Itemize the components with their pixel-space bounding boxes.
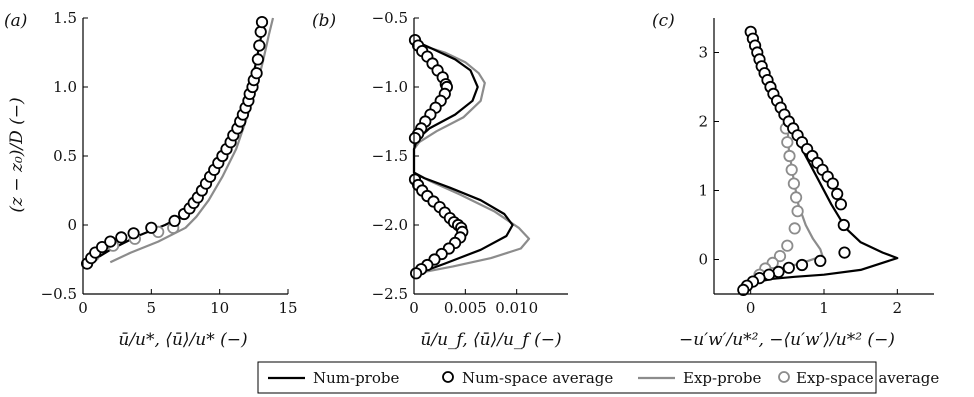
x-axis-label-a: ū/u*, ⟨ū⟩/u* (−) xyxy=(118,330,247,350)
marker-num-space-average xyxy=(814,254,827,267)
marker-exp-space-average xyxy=(785,163,798,176)
marker-exp-space-average xyxy=(781,239,794,252)
marker-num-space-average xyxy=(250,67,263,80)
marker-num-space-average xyxy=(837,218,850,232)
legend-swatch-exp-space-average xyxy=(778,371,790,383)
y-tick-label: −0.5 xyxy=(372,9,408,27)
x-tick-label: 0 xyxy=(78,299,88,317)
x-tick-label: 0 xyxy=(409,299,419,317)
panel-c: 0 1 2 0 1 2 3 xyxy=(698,18,934,317)
y-tick-label: −2.0 xyxy=(372,216,408,234)
marker-num-space-average xyxy=(782,261,795,274)
y-tick-label: 0 xyxy=(67,216,77,234)
panel-a: 0 5 10 15−0.500.51.01.5 xyxy=(41,9,298,317)
y-tick-label: −0.5 xyxy=(41,285,77,303)
panel-label-b: (b) xyxy=(312,11,336,31)
marker-num-space-average xyxy=(737,283,750,296)
y-tick-label: −2.5 xyxy=(372,285,408,303)
legend-label-num-space-average: Num-space average xyxy=(462,369,613,387)
y-tick-label: −1.5 xyxy=(372,147,408,165)
x-tick-label: 2 xyxy=(893,299,903,317)
x-axis-label-b: ū/u_f, ⟨ū⟩/u_f (−) xyxy=(420,330,561,350)
marker-num-space-average xyxy=(408,132,422,145)
panel-label-c: (c) xyxy=(652,11,675,31)
marker-num-space-average xyxy=(104,235,117,248)
x-tick-label: 10 xyxy=(210,299,229,317)
y-tick-label: 1 xyxy=(698,182,708,200)
marker-num-space-average xyxy=(168,214,181,227)
x-tick-label: 0.005 xyxy=(444,299,487,317)
marker-num-space-average xyxy=(255,16,269,29)
y-tick-label: 2 xyxy=(698,113,708,131)
x-tick-label: 15 xyxy=(278,299,297,317)
panel-b: 0 0.005 0.010 −2.5 −2.0 −1.5 −1.0 −0.5 xyxy=(372,9,568,317)
marker-exp-space-average xyxy=(791,205,804,218)
marker-num-space-average xyxy=(251,53,264,66)
panel-label-a: (a) xyxy=(4,11,27,31)
marker-exp-space-average xyxy=(783,149,796,163)
y-tick-label: 1.0 xyxy=(53,78,77,96)
x-tick-label: 5 xyxy=(147,299,157,317)
x-tick-label: 0.010 xyxy=(495,299,538,317)
marker-num-space-average xyxy=(115,231,128,244)
legend-swatch-num-space-average xyxy=(442,371,454,383)
legend: Num-probe Num-space average Exp-probe Ex… xyxy=(257,361,939,394)
x-tick-label: 1 xyxy=(819,299,829,317)
y-tick-label: −1.0 xyxy=(372,78,408,96)
marker-exp-space-average xyxy=(789,191,803,204)
marker-num-space-average xyxy=(834,198,848,211)
marker-exp-space-average xyxy=(788,222,801,235)
legend-label-exp-space-average: Exp-space average xyxy=(796,369,939,387)
marker-num-space-average xyxy=(838,246,851,259)
legend-label-exp-probe: Exp-probe xyxy=(683,369,761,387)
y-tick-label: 0 xyxy=(698,251,708,269)
y-tick-label: 3 xyxy=(698,44,708,62)
marker-num-space-average xyxy=(127,227,140,240)
legend-box xyxy=(257,361,877,394)
series-line-exp-probe xyxy=(109,17,275,264)
y-axis-label-a: (z − z₀)/D (−) xyxy=(7,97,27,212)
y-tick-label: 1.5 xyxy=(53,9,77,27)
marker-num-space-average xyxy=(831,187,844,200)
marker-num-space-average xyxy=(254,25,267,38)
marker-exp-space-average xyxy=(787,177,801,190)
marker-num-space-average xyxy=(145,221,158,234)
marker-num-space-average xyxy=(96,241,109,254)
y-tick-label: 0.5 xyxy=(53,147,77,165)
marker-exp-space-average xyxy=(781,136,794,149)
x-tick-label: 0 xyxy=(746,299,756,317)
marker-num-space-average xyxy=(409,267,423,280)
marker-num-space-average xyxy=(795,258,809,272)
legend-label-num-probe: Num-probe xyxy=(313,369,399,387)
x-axis-label-c: −u′w′/u*², −⟨u′w′⟩/u*² (−) xyxy=(679,330,895,350)
marker-num-space-average xyxy=(253,39,266,52)
marker-exp-space-average xyxy=(773,250,787,263)
marker-num-space-average xyxy=(826,177,839,190)
series-line-exp-probe xyxy=(412,41,531,278)
